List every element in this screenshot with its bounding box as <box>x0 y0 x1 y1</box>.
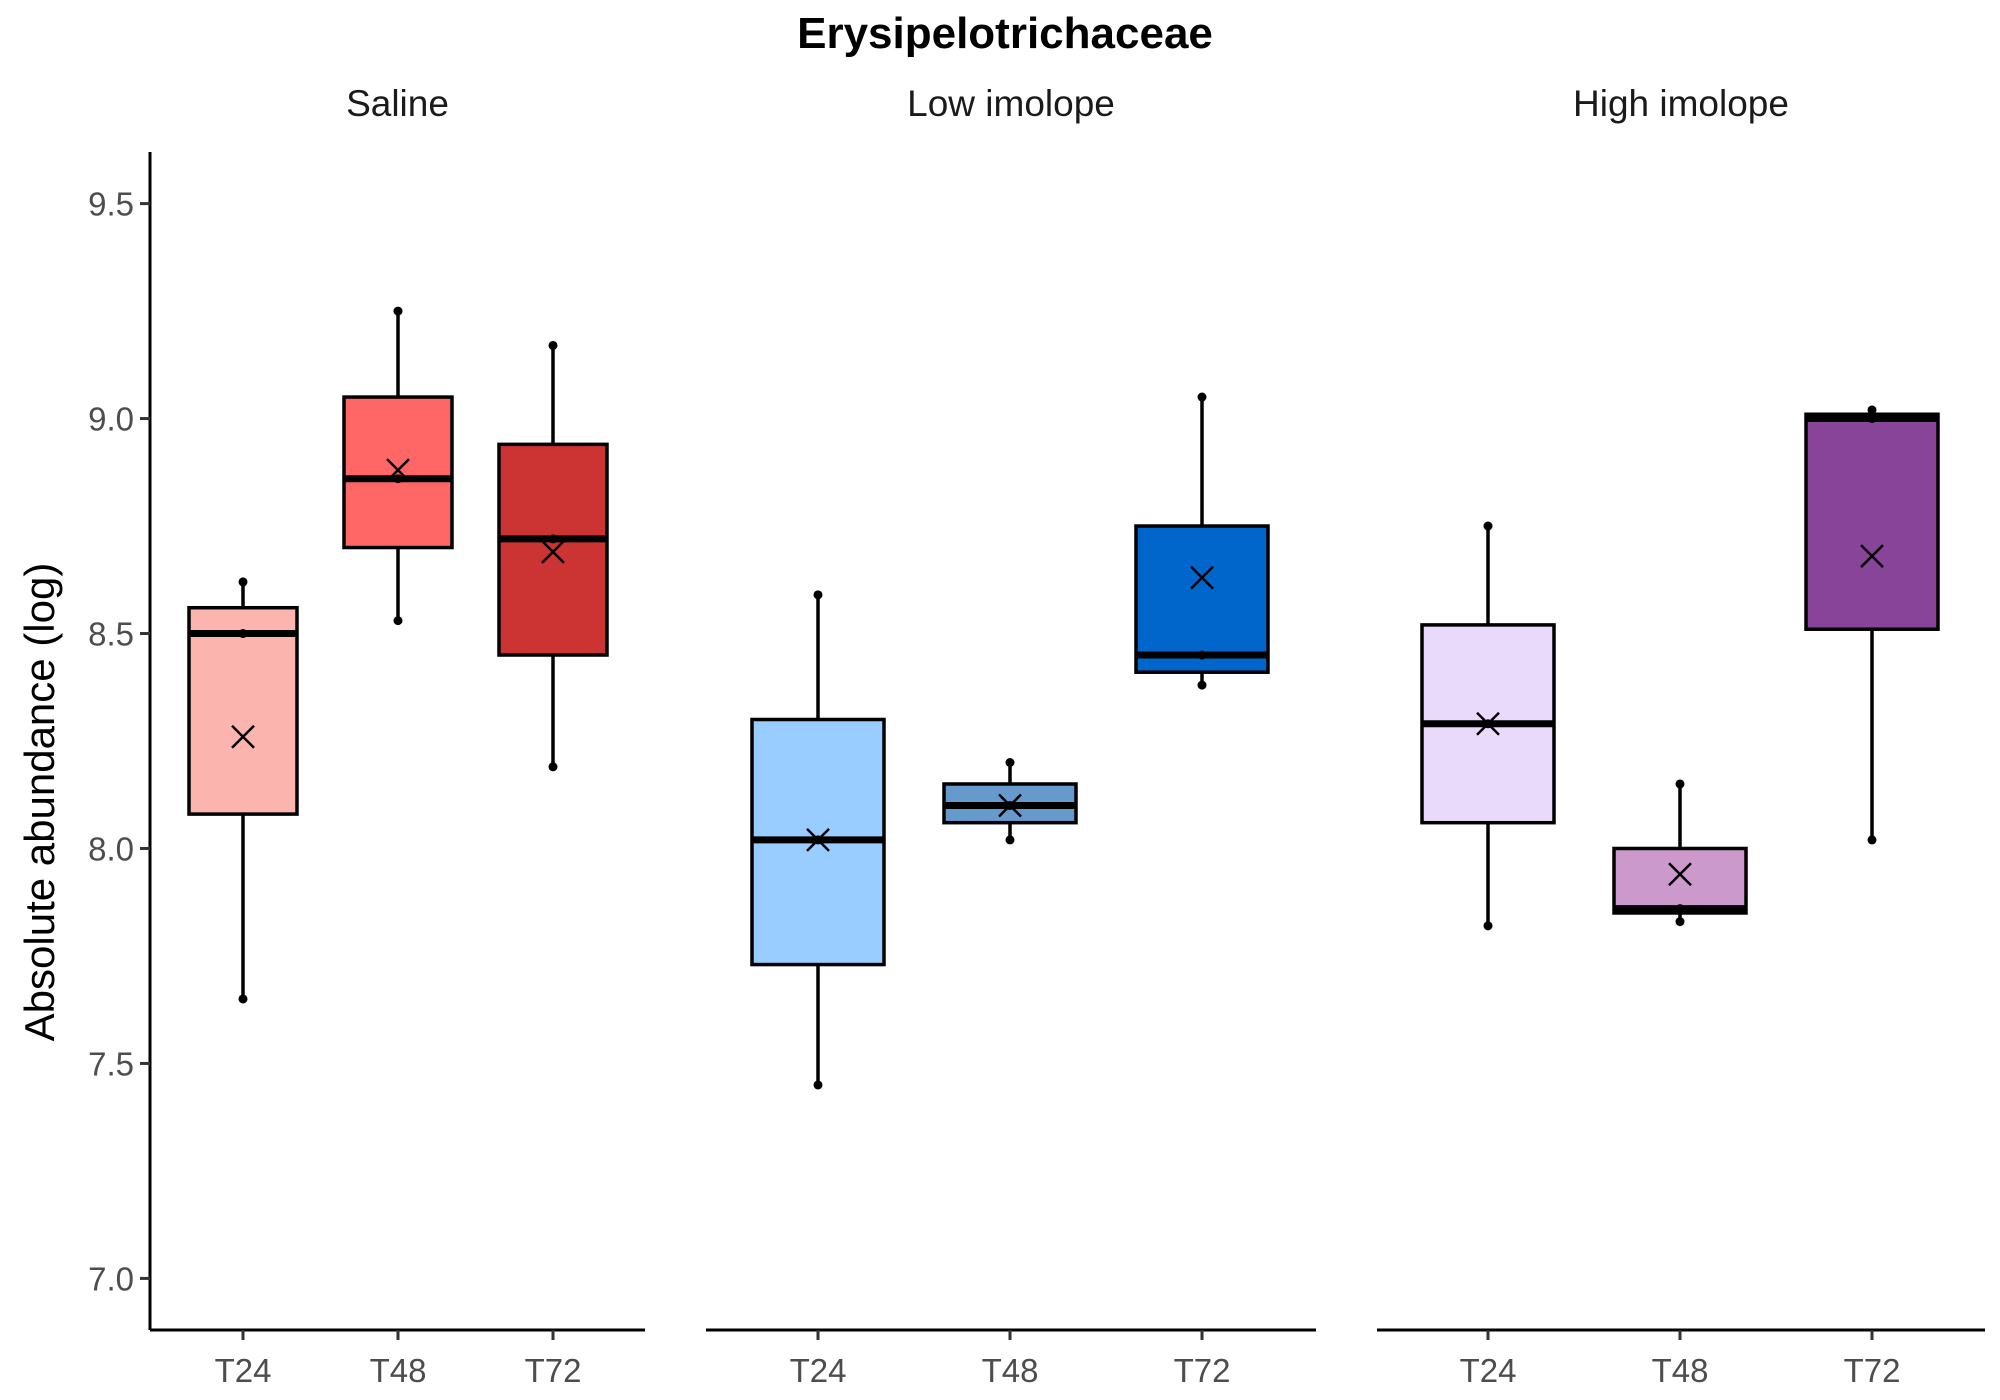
box-group: T72 <box>497 340 609 1389</box>
data-point <box>1483 521 1493 531</box>
y-tick-label: 9.0 <box>88 401 134 438</box>
data-point <box>1197 392 1207 402</box>
y-tick-label: 7.0 <box>88 1260 134 1297</box>
facet-panel: Saline T24 T48 T72 <box>150 83 645 1389</box>
x-tick-label: T72 <box>525 1352 582 1389</box>
y-tick-label: 7.5 <box>88 1045 134 1082</box>
data-point <box>393 474 403 484</box>
mean-marker <box>386 458 410 483</box>
data-point <box>1867 835 1877 845</box>
mean-marker <box>1476 711 1500 736</box>
data-point <box>1483 921 1493 931</box>
x-tick-label: T24 <box>1460 1352 1517 1389</box>
facet-panel: High imolope T24 T48 T72 <box>1377 83 1985 1389</box>
x-tick-label: T48 <box>1652 1352 1709 1389</box>
facet-panel: Low imolope T24 T48 T72 <box>706 83 1316 1389</box>
box-group: T48 <box>942 757 1078 1389</box>
box <box>1804 412 1940 631</box>
data-point <box>1197 650 1207 660</box>
box <box>497 442 609 657</box>
mean-marker <box>231 724 255 749</box>
data-point <box>393 616 403 626</box>
x-tick-label: T24 <box>790 1352 847 1389</box>
data-point <box>1675 917 1685 927</box>
box-group: T48 <box>1612 779 1748 1389</box>
data-point <box>1005 835 1015 845</box>
data-point <box>1675 779 1685 789</box>
box <box>1134 524 1270 674</box>
data-point <box>1197 680 1207 690</box>
data-point <box>813 590 823 600</box>
data-point <box>1867 414 1877 424</box>
mean-marker <box>998 793 1022 818</box>
x-tick-label: T72 <box>1174 1352 1231 1389</box>
facet-label: Low imolope <box>907 83 1115 124</box>
data-point <box>393 306 403 316</box>
mean-marker <box>541 539 565 564</box>
box-group: T24 <box>187 577 299 1389</box>
data-point <box>1005 757 1015 767</box>
data-point <box>548 762 558 772</box>
x-tick-label: T72 <box>1844 1352 1901 1389</box>
box-group: T72 <box>1804 405 1940 1389</box>
x-tick-label: T48 <box>982 1352 1039 1389</box>
box-group: T24 <box>1420 521 1556 1389</box>
box-group: T72 <box>1134 392 1270 1389</box>
x-tick-label: T24 <box>215 1352 272 1389</box>
y-tick-label: 8.5 <box>88 616 134 653</box>
mean-marker <box>1668 862 1692 887</box>
data-point <box>548 534 558 544</box>
chart-title: Erysipelotrichaceae <box>797 9 1213 58</box>
box <box>1612 846 1748 915</box>
data-point <box>238 629 248 639</box>
data-point <box>1675 904 1685 914</box>
data-point <box>813 1080 823 1090</box>
data-point <box>238 577 248 587</box>
y-axis: 7.0 7.5 8.0 8.5 9.0 9.5 <box>88 152 152 1330</box>
y-tick-label: 8.0 <box>88 830 134 867</box>
data-point <box>548 340 558 350</box>
box <box>342 395 454 550</box>
y-axis-label: Absolute abundance (log) <box>16 563 63 1042</box>
mean-marker <box>1860 544 1884 569</box>
box <box>187 605 299 816</box>
box-group: T24 <box>750 590 886 1389</box>
data-point <box>1867 405 1877 415</box>
facet-label: High imolope <box>1573 83 1789 124</box>
box-group: T48 <box>342 306 454 1389</box>
x-tick-label: T48 <box>370 1352 427 1389</box>
mean-marker <box>1190 565 1214 590</box>
data-point <box>238 994 248 1004</box>
y-tick-label: 9.5 <box>88 186 134 223</box>
facet-label: Saline <box>346 83 449 124</box>
mean-marker <box>806 827 830 852</box>
